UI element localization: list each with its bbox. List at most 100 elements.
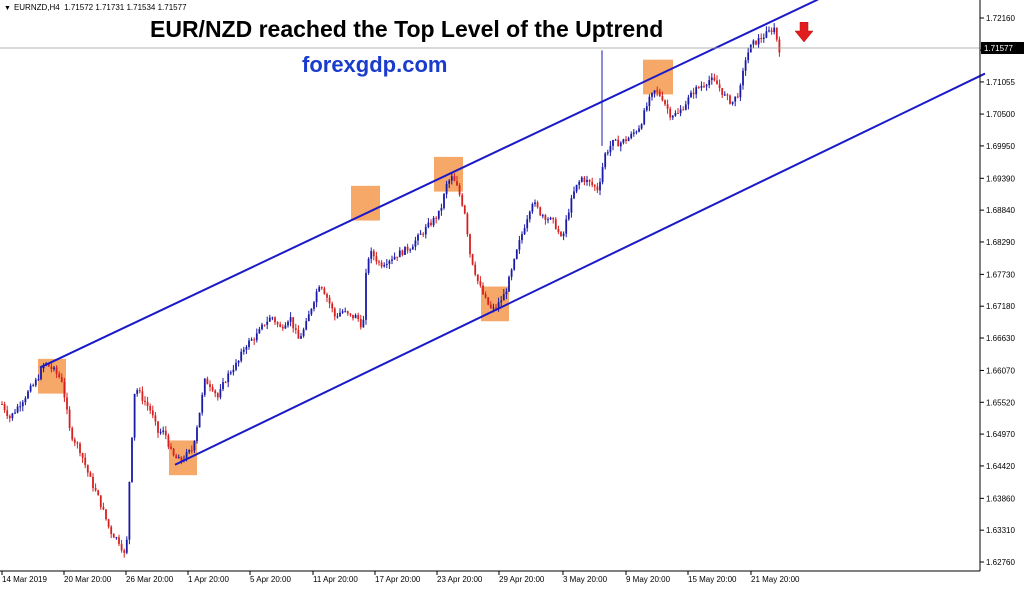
candle-body [544,215,547,220]
candle-body [736,96,739,98]
candle-body [458,185,461,195]
candle-body [604,153,607,168]
candle-body [53,367,55,370]
candle-body [708,80,711,86]
candle-body [144,400,146,402]
highlight-box [643,59,673,95]
candle-body [703,86,705,88]
candle-body [120,543,123,551]
candle-body [453,176,456,182]
candle-body [731,101,734,104]
y-tick-label: 1.62760 [986,558,1015,567]
candle-body [645,106,648,111]
candle-body [388,260,391,265]
candle-body [237,360,240,363]
candle-body [752,40,755,45]
candle-body [643,110,646,125]
candle-body [341,311,344,313]
candle-body [362,319,365,328]
candle-body [515,249,518,259]
candle-body [747,52,750,61]
candle-body [123,550,126,553]
candle-body [487,297,490,305]
x-tick-label: 3 May 20:00 [563,575,608,584]
candle-body [422,233,425,235]
candle-body [674,112,677,116]
candle-body [484,294,487,298]
candle-body [37,379,40,381]
candle-body [313,302,315,309]
candle-body [302,329,305,337]
candle-body [567,212,570,220]
candle-body [445,183,448,195]
candle-body [591,181,594,186]
candle-body [656,90,659,92]
candle-body [687,97,690,105]
candle-body [583,177,586,182]
channel-lines [39,0,986,466]
candle-body [141,391,144,401]
candle-body [24,398,27,403]
candle-body [723,94,726,96]
candle-body [201,394,204,413]
candle-body [107,519,110,527]
candle-body [235,362,237,370]
candle-body [721,88,724,96]
candle-body [380,262,383,267]
y-tick-label: 1.66630 [986,334,1015,343]
candle-body [159,431,162,433]
candle-body [508,276,510,292]
candle-body [300,336,302,339]
candle-body [427,222,430,228]
candle-body [128,481,131,540]
candle-body [599,182,601,191]
candle-body [726,94,729,96]
candle-body [536,202,539,208]
candle-body [170,446,172,449]
candle-body [539,207,542,216]
current-price-marker: 1.71577 [981,42,1024,54]
candle-body [710,77,713,81]
candle-body [609,145,612,153]
candle-body [482,285,484,295]
candle-body [149,406,152,411]
candle-body [105,509,107,520]
candle-body [81,453,84,458]
x-tick-label: 21 May 20:00 [751,575,800,584]
candle-body [11,413,14,419]
candle-body [375,256,378,262]
candle-body [378,261,380,263]
candle-body [320,287,323,289]
candle-body [773,27,776,33]
candle-body [734,96,737,102]
collapse-triangle-icon[interactable]: ▼ [4,5,11,12]
candle-body [573,191,575,199]
candle-body [398,250,401,258]
candle-body [180,457,183,461]
candle-body [271,317,274,319]
candle-body [21,402,24,407]
candle-body [310,308,313,315]
y-tick-label: 1.72160 [986,14,1015,23]
candle-body [151,410,154,416]
x-tick-label: 11 Apr 20:00 [313,575,358,584]
y-tick-label: 1.69950 [986,142,1015,151]
x-tick-label: 17 Apr 20:00 [375,575,421,584]
candle-body [245,347,248,350]
y-tick-label: 1.65520 [986,398,1015,407]
down-arrow-icon [795,22,813,42]
candle-body [396,256,399,258]
y-tick-label: 1.64970 [986,430,1015,439]
candle-body [131,437,133,482]
highlight-boxes [38,59,673,476]
candle-body [224,382,227,384]
x-tick-label: 14 Mar 2019 [2,575,47,584]
candle-body [289,317,292,322]
candle-body [32,385,35,387]
brand-watermark: forexgdp.com [302,52,448,77]
candle-body [565,219,568,234]
candle-body [630,133,633,139]
candle-body [401,250,404,255]
candle-body [177,457,180,459]
